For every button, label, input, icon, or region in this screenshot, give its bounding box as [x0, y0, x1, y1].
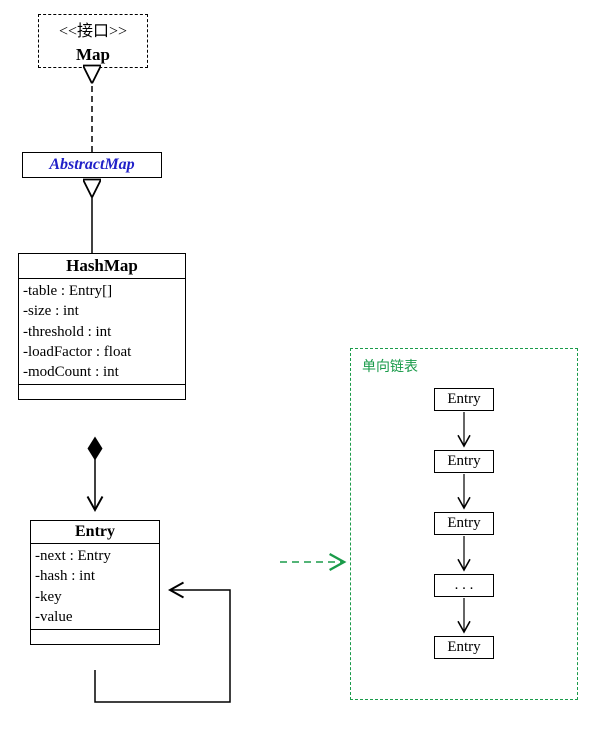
entry-attr: -value — [35, 607, 155, 627]
hashmap-box: HashMap -table : Entry[] -size : int -th… — [18, 253, 186, 400]
linkedlist-item: . . . — [434, 574, 494, 597]
entry-attr: -next : Entry — [35, 546, 155, 566]
abstractmap-name: AbstractMap — [49, 156, 134, 173]
entry-box: Entry -next : Entry -hash : int -key -va… — [30, 520, 160, 645]
hashmap-attr: -table : Entry[] — [23, 281, 181, 301]
hashmap-attr: -modCount : int — [23, 362, 181, 382]
entry-name: Entry — [31, 521, 159, 544]
entry-attrs: -next : Entry -hash : int -key -value — [31, 544, 159, 630]
interface-stereotype: <<接口>> — [39, 15, 147, 43]
hashmap-attr: -size : int — [23, 301, 181, 321]
linkedlist-item: Entry — [434, 388, 494, 411]
interface-map-box: <<接口>> Map — [38, 14, 148, 68]
hashmap-ops-empty — [19, 385, 185, 399]
hashmap-name: HashMap — [19, 254, 185, 279]
linkedlist-item: Entry — [434, 512, 494, 535]
entry-attr: -hash : int — [35, 566, 155, 586]
entry-attr: -key — [35, 587, 155, 607]
interface-name: Map — [39, 43, 147, 67]
linkedlist-item: Entry — [434, 636, 494, 659]
hashmap-attr: -loadFactor : float — [23, 342, 181, 362]
linkedlist-item: Entry — [434, 450, 494, 473]
entry-ops-empty — [31, 630, 159, 644]
abstractmap-box: AbstractMap — [22, 152, 162, 178]
linkedlist-label: 单向链表 — [362, 356, 418, 376]
hashmap-attr: -threshold : int — [23, 322, 181, 342]
hashmap-attrs: -table : Entry[] -size : int -threshold … — [19, 279, 185, 385]
